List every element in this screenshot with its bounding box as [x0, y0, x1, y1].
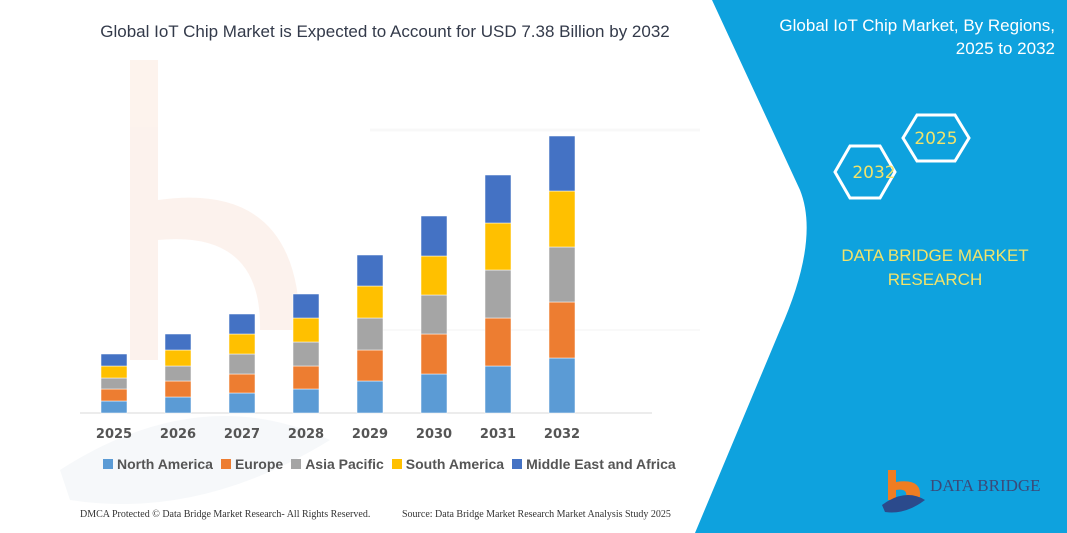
- bar-segment-2025-north-america: [100, 400, 128, 414]
- x-tick-label: 2031: [480, 427, 516, 442]
- bar-segment-2027-europe: [228, 373, 256, 394]
- legend-item: Asia Pacific: [291, 456, 384, 472]
- bar-segment-2025-south-america: [100, 365, 128, 379]
- watermark-shapes: [60, 60, 700, 504]
- x-tick-label: 2026: [160, 427, 196, 442]
- bar-segment-2029-europe: [356, 349, 384, 382]
- bar-segment-2027-south-america: [228, 333, 256, 355]
- bar-segment-2030-asia-pacific: [420, 294, 448, 335]
- bar-segment-2031-asia-pacific: [484, 269, 512, 319]
- bar-segment-2026-north-america: [164, 396, 192, 414]
- legend-swatch: [291, 459, 302, 469]
- legend: North America Europe Asia Pacific South Ame…: [103, 456, 676, 472]
- bar-segment-2027-north-america: [228, 392, 256, 414]
- brand-line1: DATA BRIDGE MARKET: [841, 246, 1029, 265]
- footer-copyright: DMCA Protected © Data Bridge Market Rese…: [80, 509, 371, 520]
- bar-segment-2031-europe: [484, 317, 512, 367]
- data-bridge-logo-icon: [882, 470, 925, 513]
- bar-segment-2029-middle-east-and-africa: [356, 254, 384, 287]
- x-tick-label: 2027: [224, 427, 260, 442]
- legend-label: Middle East and Africa: [526, 456, 676, 472]
- bar-segment-2028-south-america: [292, 317, 320, 343]
- bar-segment-2026-south-america: [164, 349, 192, 367]
- bar-segment-2025-asia-pacific: [100, 377, 128, 390]
- bar-segment-2030-middle-east-and-africa: [420, 215, 448, 257]
- bar-segment-2032-south-america: [548, 190, 576, 248]
- bar-segment-2029-south-america: [356, 285, 384, 319]
- hexagon-2032: [833, 144, 897, 200]
- legend-swatch: [512, 459, 523, 469]
- legend-label: Asia Pacific: [305, 456, 384, 472]
- side-title-line1: Global IoT Chip Market, By Regions,: [779, 16, 1055, 35]
- bar-segment-2029-asia-pacific: [356, 317, 384, 351]
- x-tick-label: 2028: [288, 427, 324, 442]
- bar-segment-2026-middle-east-and-africa: [164, 333, 192, 351]
- legend-item: South America: [391, 456, 505, 472]
- bar-segment-2030-south-america: [420, 255, 448, 296]
- bar-segment-2025-middle-east-and-africa: [100, 353, 128, 367]
- bar-segment-2031-north-america: [484, 365, 512, 414]
- bar-segment-2032-europe: [548, 301, 576, 359]
- x-tick-label: 2025: [96, 427, 132, 442]
- x-tick-label: 2030: [416, 427, 452, 442]
- chart-title: Global IoT Chip Market is Expected to Ac…: [100, 22, 670, 41]
- side-title: Global IoT Chip Market, By Regions, 2025…: [725, 14, 1055, 60]
- bar-segment-2032-middle-east-and-africa: [548, 135, 576, 192]
- bar-segment-2028-europe: [292, 365, 320, 390]
- bar-segment-2027-middle-east-and-africa: [228, 313, 256, 335]
- bar-segment-2030-north-america: [420, 373, 448, 414]
- bar-segment-2031-middle-east-and-africa: [484, 174, 512, 224]
- legend-item: North America: [103, 456, 213, 472]
- x-tick-label: 2032: [544, 427, 580, 442]
- bar-segment-2030-europe: [420, 333, 448, 375]
- legend-swatch: [220, 459, 231, 469]
- legend-item: Middle East and Africa: [512, 456, 676, 472]
- legend-swatch: [103, 459, 113, 469]
- blue-side-panel: [695, 0, 1067, 533]
- legend-item: Europe: [220, 456, 284, 472]
- legend-label: South America: [405, 456, 505, 472]
- brand-line2: RESEARCH: [887, 270, 983, 289]
- bar-segment-2025-europe: [100, 388, 128, 402]
- side-title-line2: 2025 to 2032: [955, 39, 1055, 58]
- bar-segment-2031-south-america: [484, 222, 512, 271]
- bar-segment-2026-europe: [164, 380, 192, 398]
- legend-label: Europe: [234, 456, 284, 472]
- hexagon-label-2032: 2032: [852, 163, 895, 183]
- hexagon-label-2025: 2025: [914, 129, 957, 149]
- bar-segment-2028-middle-east-and-africa: [292, 293, 320, 319]
- stacked-bar-chart: 2025 2026 2027 2028 2029 2030 2031 2032: [80, 135, 652, 442]
- brand-name: DATA BRIDGE MARKET RESEARCH: [835, 244, 1035, 292]
- bar-segment-2032-asia-pacific: [548, 246, 576, 303]
- bar-segment-2028-north-america: [292, 388, 320, 414]
- bar-segment-2029-north-america: [356, 380, 384, 414]
- bar-segment-2028-asia-pacific: [292, 341, 320, 367]
- bar-segment-2032-north-america: [548, 357, 576, 414]
- footer-source: Source: Data Bridge Market Research Mark…: [402, 509, 671, 520]
- x-tick-label: 2029: [352, 427, 388, 442]
- legend-label: North America: [117, 456, 213, 472]
- legend-swatch: [391, 459, 402, 469]
- bar-segment-2026-asia-pacific: [164, 365, 192, 382]
- logo-text: DATA BRIDGE: [930, 476, 1041, 495]
- bar-segment-2027-asia-pacific: [228, 353, 256, 375]
- hexagon-2025: [901, 113, 971, 163]
